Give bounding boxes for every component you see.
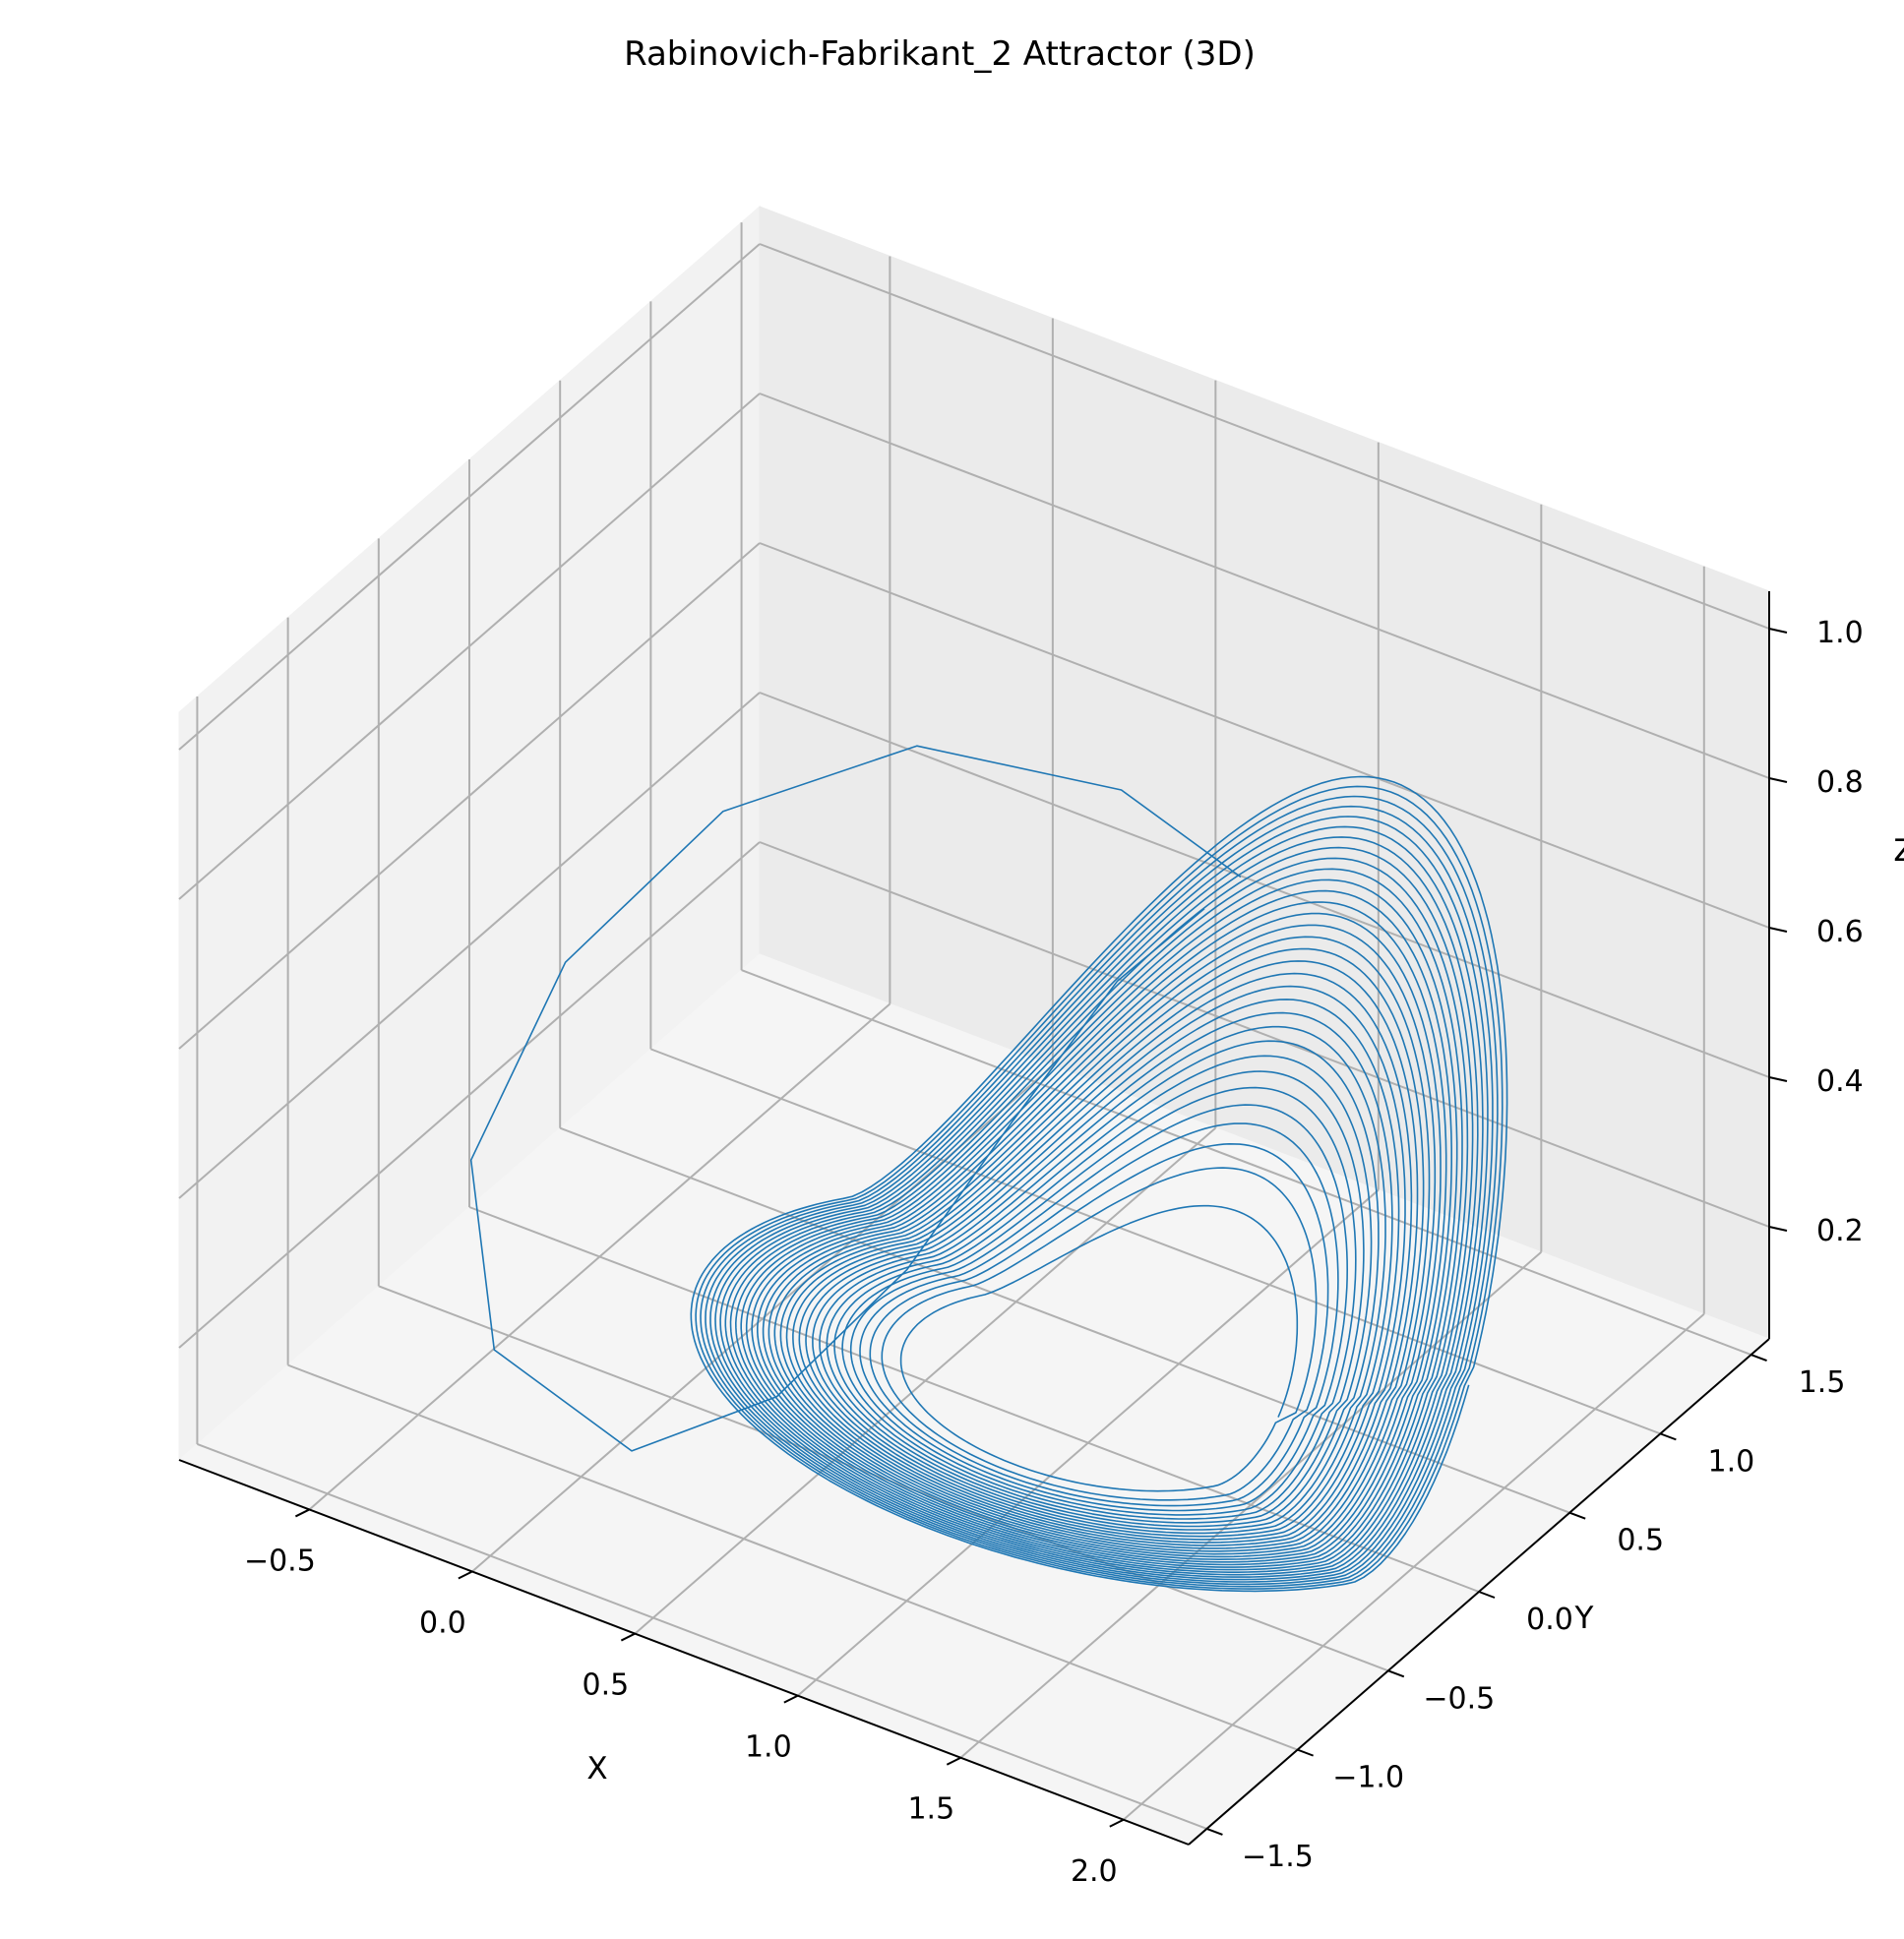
- y-tick: [1297, 1748, 1314, 1757]
- z-grid-back: [759, 692, 1770, 1078]
- x-tick-label: 0.5: [582, 1668, 629, 1703]
- trajectory-limit-cycle: [690, 775, 1508, 1593]
- trajectory-transient: [469, 745, 1242, 1452]
- y-tick-label: 1.0: [1708, 1444, 1755, 1479]
- z-tick: [1768, 1076, 1788, 1082]
- z-tick-label: 0.6: [1816, 915, 1864, 949]
- x-tick-label: 2.0: [1071, 1854, 1118, 1889]
- x-tick-label: 0.0: [419, 1606, 466, 1641]
- z-tick-label: 0.4: [1816, 1064, 1864, 1099]
- y-tick-label: 1.5: [1799, 1365, 1846, 1400]
- z-grid-side: [178, 542, 761, 1050]
- z-grid-back: [759, 841, 1770, 1228]
- chart-title: Rabinovich-Fabrikant_2 Attractor (3D): [624, 34, 1256, 74]
- y-tick: [1387, 1669, 1405, 1678]
- y-tick: [1478, 1591, 1496, 1599]
- z-grid-back: [759, 393, 1770, 779]
- z-grid-side: [178, 841, 761, 1349]
- y-tick-label: 0.5: [1617, 1524, 1664, 1558]
- attractor-trajectory: [469, 745, 1508, 1593]
- z-grid-side: [178, 692, 761, 1199]
- x-tick-label: 1.0: [745, 1730, 792, 1765]
- x-axis-label: X: [586, 1751, 607, 1787]
- x-tick: [783, 1694, 799, 1704]
- x-tick: [458, 1570, 473, 1580]
- y-tick: [1750, 1354, 1767, 1362]
- x-tick-label: −0.5: [244, 1544, 316, 1578]
- x-axis-line: [178, 1459, 1190, 1846]
- x-tick: [620, 1632, 636, 1642]
- z-grid-side: [178, 243, 761, 751]
- grid-lines: [178, 222, 1770, 1830]
- y-tick: [1206, 1828, 1223, 1836]
- y-tick-label: −1.0: [1332, 1761, 1404, 1795]
- y-grid-floor: [378, 1285, 1389, 1672]
- y-tick-label: −1.5: [1242, 1840, 1314, 1874]
- z-tick-label: 0.2: [1816, 1214, 1864, 1248]
- x-tick-label: 1.5: [907, 1792, 954, 1827]
- z-grid-back: [759, 542, 1770, 929]
- x-tick: [294, 1508, 310, 1518]
- z-tick: [1768, 927, 1788, 933]
- z-grid-back: [759, 243, 1770, 630]
- z-tick: [1768, 1226, 1788, 1232]
- z-tick-label: 0.8: [1816, 765, 1864, 800]
- z-axis-label: Z: [1893, 833, 1904, 869]
- y-axis-label: Y: [1574, 1601, 1594, 1636]
- y-grid-floor: [741, 969, 1751, 1356]
- z-grid-side: [178, 393, 761, 900]
- y-grid-floor: [468, 1206, 1480, 1593]
- y-tick: [1568, 1511, 1586, 1520]
- x-tick: [946, 1756, 961, 1766]
- axis-panes: [178, 205, 1770, 1846]
- y-grid-floor: [650, 1048, 1661, 1435]
- z-tick-label: 1.0: [1816, 616, 1864, 650]
- x-tick: [1109, 1818, 1125, 1828]
- tick-marks: −0.5 0.0 0.5 1.0 1.5 2.0 −1.5 −1.0 −0.5 0.0 0.5 1.0…: [244, 616, 1864, 1889]
- z-tick: [1768, 777, 1788, 783]
- y-tick-label: 0.0: [1526, 1603, 1573, 1637]
- y-tick-label: −0.5: [1423, 1681, 1495, 1716]
- y-grid-floor: [287, 1363, 1298, 1751]
- z-tick: [1768, 628, 1788, 634]
- y-grid-floor: [197, 1443, 1207, 1830]
- y-tick: [1660, 1432, 1677, 1441]
- y-grid-floor: [559, 1126, 1570, 1514]
